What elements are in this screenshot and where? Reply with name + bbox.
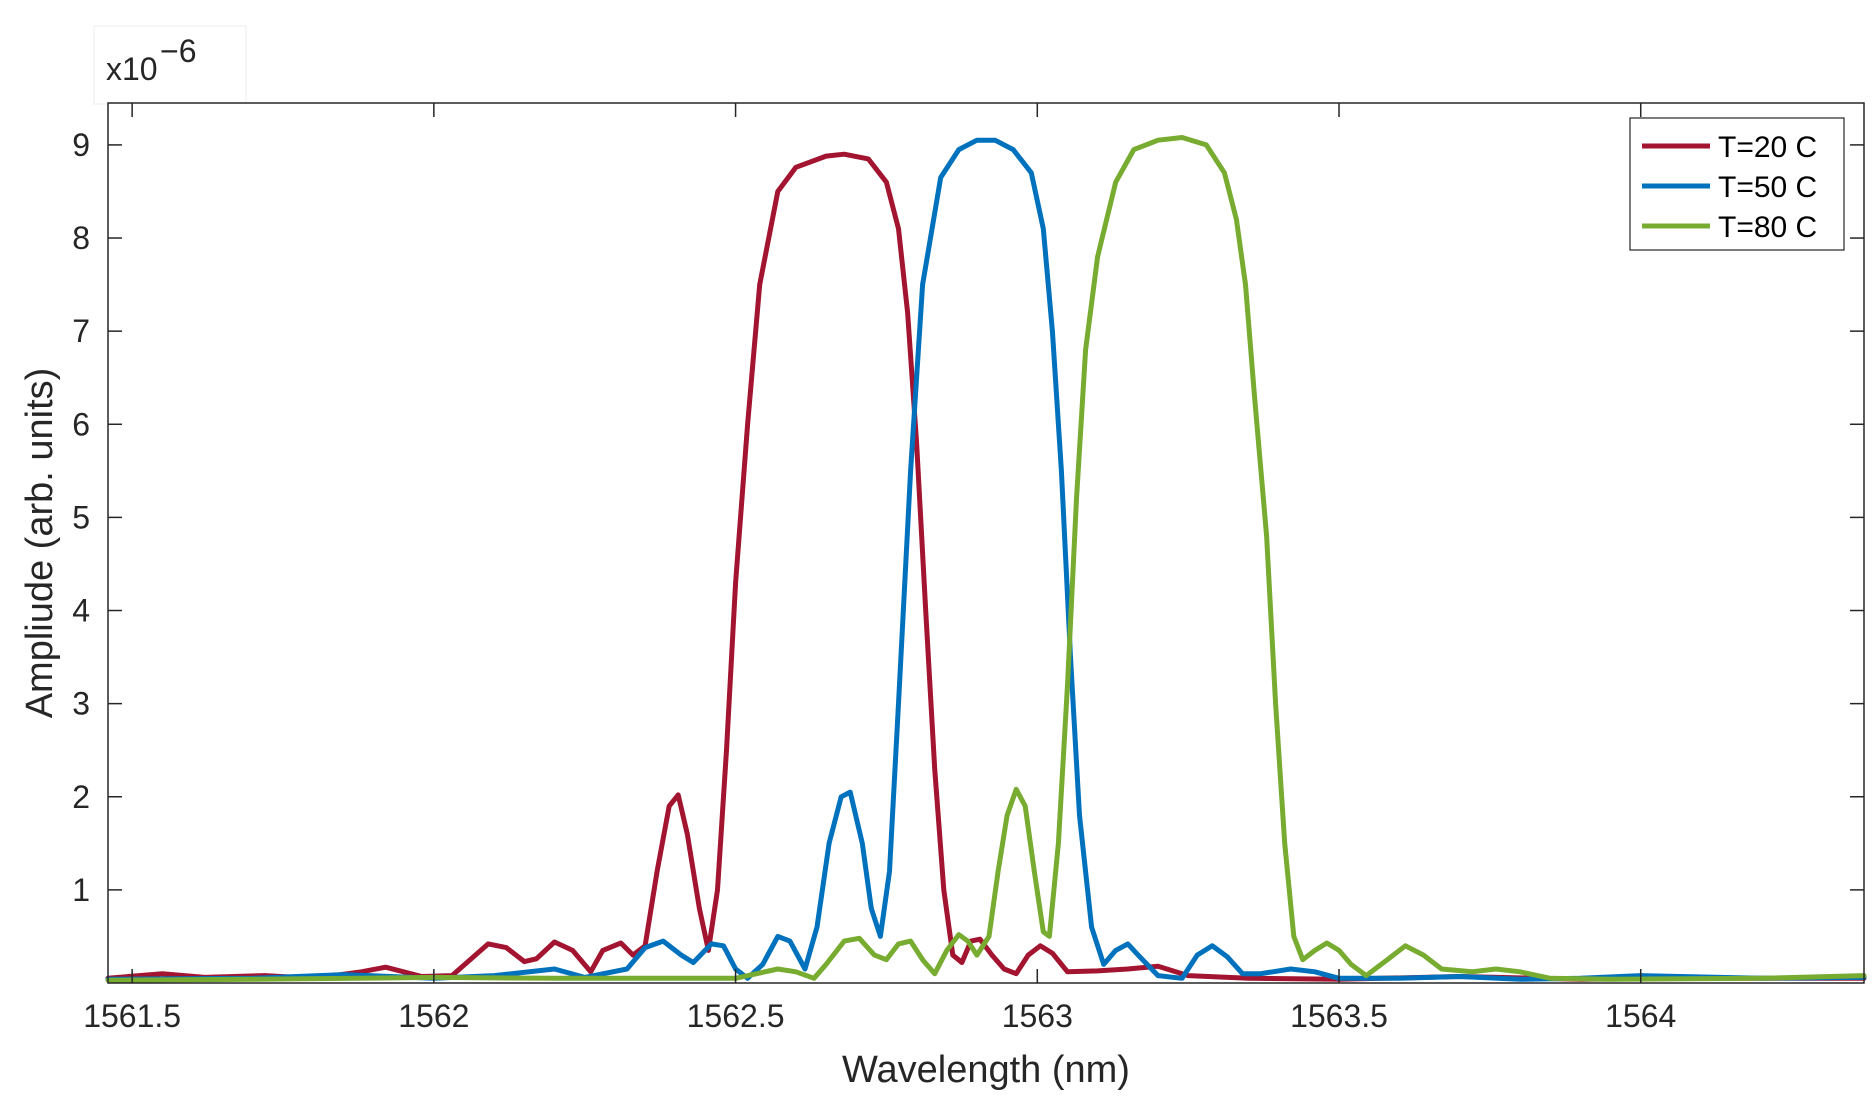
y-tick-label: 3 — [72, 686, 90, 722]
y-tick-label: 8 — [72, 220, 90, 256]
x-tick-label: 1563 — [1002, 998, 1073, 1034]
y-axis-label: Ampliude (arb. units) — [19, 368, 61, 719]
x-tick-label: 1562.5 — [687, 998, 785, 1034]
y-tick-label: 6 — [72, 406, 90, 442]
legend-items: T=20 C T=50 C T=80 C — [1642, 131, 1817, 244]
ticks-layer: 1561.5 1562 1562.5 1563 1563.5 1564 1 2 3 4 5 6 7 8 9 — [72, 103, 1864, 1034]
y-exponent-power: −6 — [160, 33, 196, 69]
series-line-3 — [105, 135, 1867, 983]
y-tick-label: 7 — [72, 313, 90, 349]
y-tick-label: 9 — [72, 127, 90, 163]
x-axis-label: Wavelength (nm) — [842, 1049, 1130, 1091]
y-tick-label: 1 — [72, 872, 90, 908]
y-tick-label: 5 — [72, 499, 90, 535]
y-exponent-box: x10 −6 — [93, 25, 247, 105]
x-tick-label: 1563.5 — [1290, 998, 1388, 1034]
legend-label: T=50 C — [1718, 171, 1817, 204]
axes-box — [107, 102, 1865, 984]
x-tick-label: 1564 — [1605, 998, 1676, 1034]
x-tick-label: 1561.5 — [83, 998, 181, 1034]
series-line-1 — [105, 151, 1867, 982]
x-tick-label: 1562 — [398, 998, 469, 1034]
y-exponent-base: x10 — [106, 51, 158, 87]
plot-background — [108, 103, 1864, 983]
y-tick-label: 4 — [72, 593, 90, 629]
legend-label: T=80 C — [1718, 211, 1817, 244]
plot-area: 1561.5 1562 1562.5 1563 1563.5 1564 1 2 3 4 5 6 7 8 9 — [72, 102, 1867, 1034]
legend: T=20 C T=50 C T=80 C — [1629, 117, 1845, 251]
legend-label: T=20 C — [1718, 131, 1817, 164]
y-tick-label: 2 — [72, 779, 90, 815]
series-layer — [105, 135, 1867, 983]
series-line-2 — [105, 137, 1867, 982]
